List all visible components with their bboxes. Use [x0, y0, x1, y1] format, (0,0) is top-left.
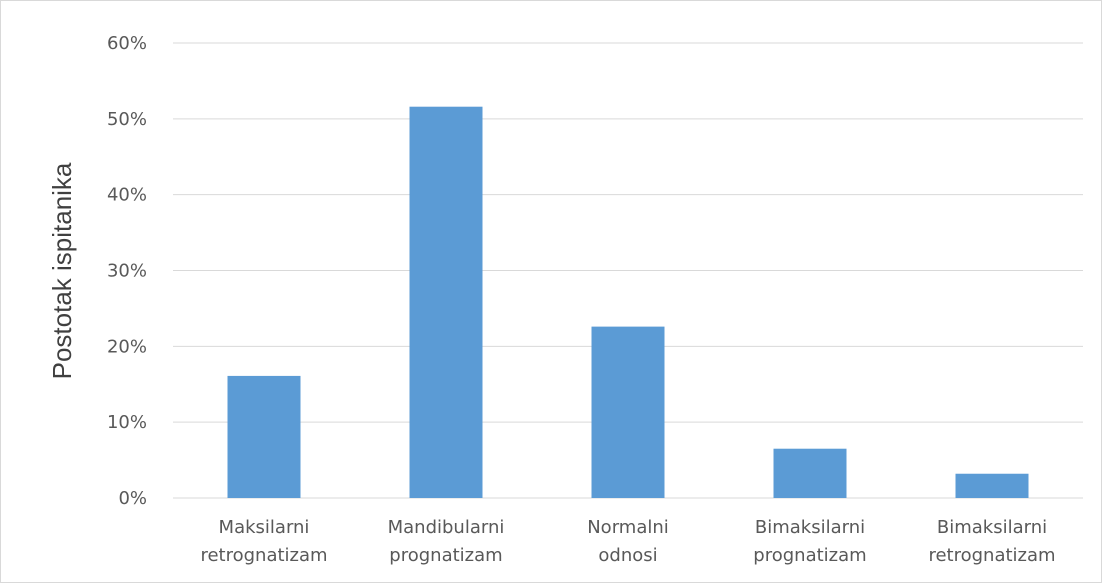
category-label: Bimaksilarni: [755, 517, 865, 538]
category-label: prognatizam: [753, 545, 866, 566]
y-tick-label: 30%: [107, 261, 147, 282]
category-label: prognatizam: [389, 545, 502, 566]
bars: [227, 106, 1029, 498]
category-label: retrognatizam: [200, 545, 327, 566]
y-axis-ticks: 0% 10% 20% 30% 40% 50% 60%: [107, 33, 147, 509]
bar: [955, 473, 1029, 498]
y-tick-label: 40%: [107, 185, 147, 206]
y-tick-label: 50%: [107, 109, 147, 130]
category-label: odnosi: [598, 545, 657, 566]
category-label: Maksilarni: [219, 517, 310, 538]
category-label: retrognatizam: [928, 545, 1055, 566]
y-tick-label: 10%: [107, 412, 147, 433]
y-tick-label: 0%: [118, 488, 147, 509]
bar: [591, 326, 665, 498]
y-tick-label: 60%: [107, 33, 147, 54]
x-axis-categories: Maksilarni retrognatizam Mandibularni progn…: [200, 517, 1055, 566]
category-label: Bimaksilarni: [937, 517, 1047, 538]
y-axis-title: Postotak ispitanika: [47, 162, 77, 379]
category-label: Mandibularni: [388, 517, 505, 538]
bar: [409, 106, 483, 498]
category-label: Normalni: [587, 517, 669, 538]
bar: [227, 375, 301, 498]
bar: [773, 448, 847, 498]
y-tick-label: 20%: [107, 336, 147, 357]
